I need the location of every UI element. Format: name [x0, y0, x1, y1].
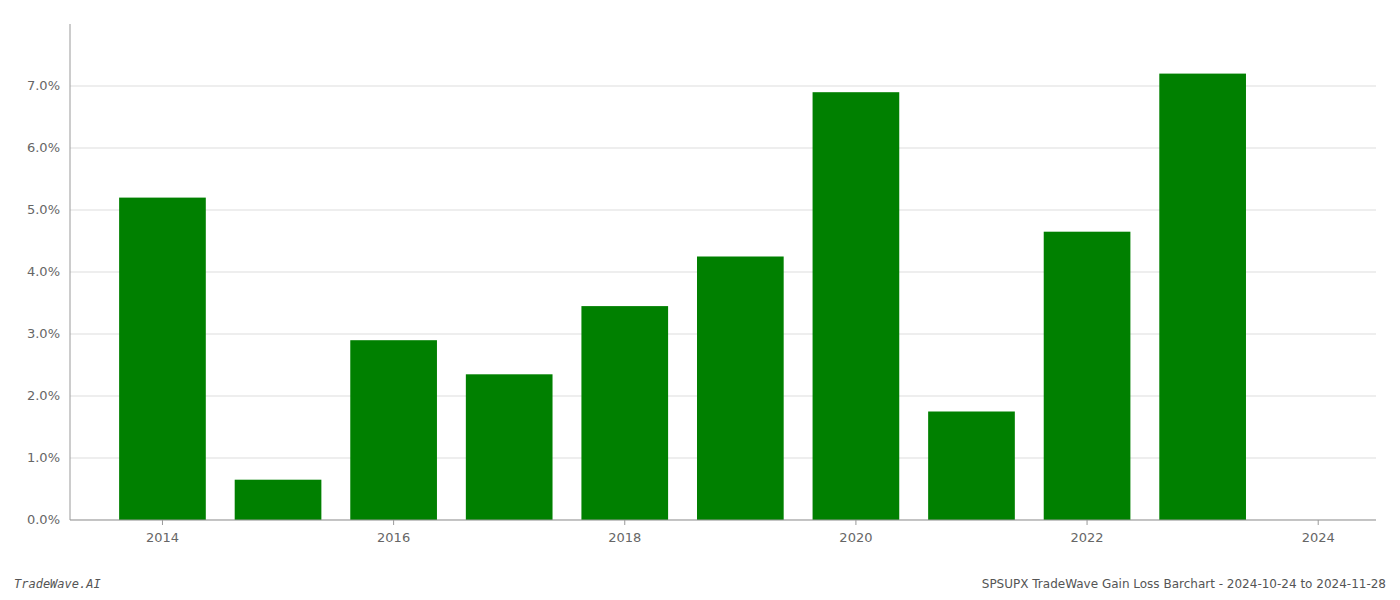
bar [581, 306, 668, 520]
bars [119, 74, 1246, 520]
x-ticks: 2014 2016 2018 2020 2022 2024 [146, 520, 1335, 545]
y-tick-label: 2.0% [27, 388, 60, 403]
bar [119, 198, 206, 520]
x-tick-label: 2024 [1302, 530, 1335, 545]
bar [350, 340, 437, 520]
grid-line [70, 520, 1376, 521]
footer-right: SPSUPX TradeWave Gain Loss Barchart - 20… [982, 577, 1386, 591]
x-tick [624, 520, 625, 525]
x-tick-label: 2020 [839, 530, 872, 545]
y-tick-label: 3.0% [27, 326, 60, 341]
bar [1044, 232, 1131, 520]
x-tick [855, 520, 856, 525]
y-tick-label: 4.0% [27, 264, 60, 279]
x-tick [393, 520, 394, 525]
x-tick-label: 2014 [146, 530, 179, 545]
x-tick [1318, 520, 1319, 525]
footer-left: TradeWave.AI [14, 577, 101, 591]
y-tick-labels: 0.0% 1.0% 2.0% 3.0% 4.0% 5.0% 6.0% 7.0% [27, 78, 60, 527]
chart-container: 0.0% 1.0% 2.0% 3.0% 4.0% 5.0% 6.0% 7.0% 2014 2016… [0, 0, 1400, 600]
x-tick [162, 520, 163, 525]
bar [466, 374, 553, 520]
x-tick-label: 2018 [608, 530, 641, 545]
x-axis-line [70, 520, 1376, 521]
bar [697, 257, 784, 521]
y-tick-label: 6.0% [27, 140, 60, 155]
x-tick-label: 2016 [377, 530, 410, 545]
bar [235, 480, 322, 520]
x-tick [1087, 520, 1088, 525]
y-tick-label: 0.0% [27, 512, 60, 527]
chart: 0.0% 1.0% 2.0% 3.0% 4.0% 5.0% 6.0% 7.0% 2014 2016… [0, 0, 1400, 600]
bar [928, 412, 1015, 521]
y-tick-label: 5.0% [27, 202, 60, 217]
y-tick-label: 7.0% [27, 78, 60, 93]
y-axis-line [70, 24, 71, 520]
y-tick-label: 1.0% [27, 450, 60, 465]
bar [1159, 74, 1246, 520]
bar [813, 92, 900, 520]
x-tick-label: 2022 [1071, 530, 1104, 545]
